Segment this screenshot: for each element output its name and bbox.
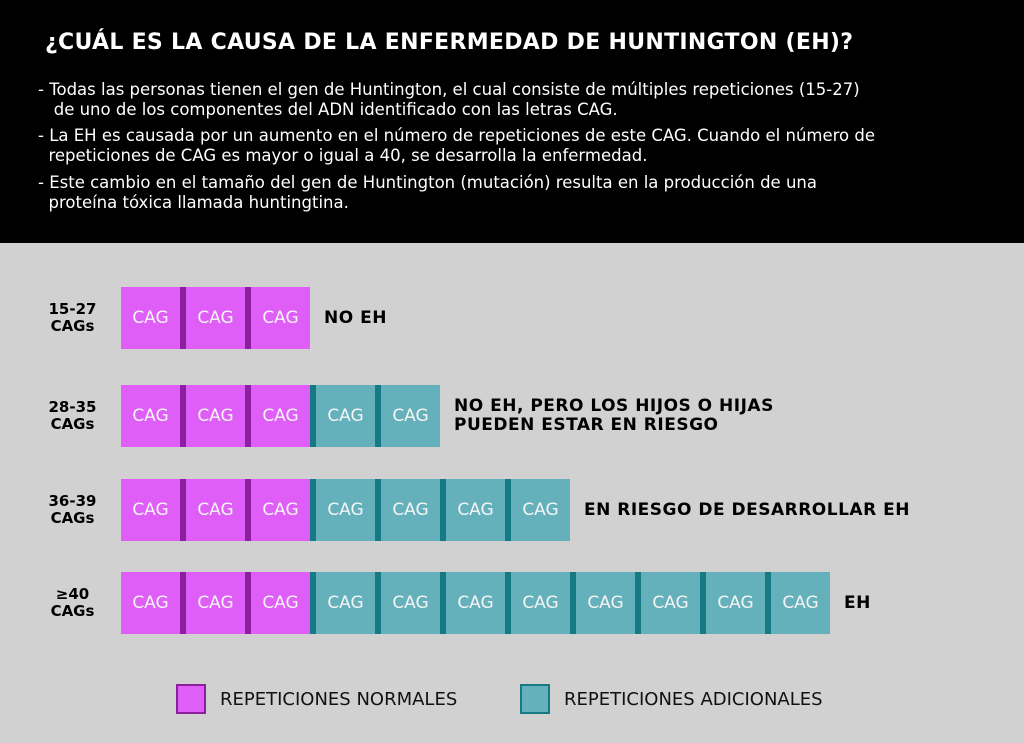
block-divider bbox=[440, 479, 446, 541]
block-divider bbox=[245, 572, 251, 634]
row-label: 15-27 CAGs bbox=[30, 301, 115, 335]
block-divider bbox=[310, 479, 316, 541]
bullet-2: - La EH es causada por un aumento en el … bbox=[38, 126, 876, 165]
cag-block-additional: CAG bbox=[316, 385, 375, 447]
row-unit: CAGs bbox=[50, 415, 95, 433]
row-label: ≥40 CAGs bbox=[30, 586, 115, 620]
row-description: EH bbox=[844, 572, 871, 634]
block-divider bbox=[375, 572, 381, 634]
row-unit: CAGs bbox=[50, 602, 95, 620]
cag-block-normal: CAG bbox=[251, 572, 310, 634]
block-divider bbox=[375, 385, 381, 447]
block-divider bbox=[245, 479, 251, 541]
cag-block-normal: CAG bbox=[251, 385, 310, 447]
row-description: NO EH, PERO LOS HIJOS O HIJAS PUEDEN ESTA… bbox=[454, 385, 774, 447]
header: ¿CUÁL ES LA CAUSA DE LA ENFERMEDAD DE HU… bbox=[0, 0, 1024, 243]
cag-block-normal: CAG bbox=[186, 287, 245, 349]
cag-blocks: CAG CAG CAG CAG CAG CAG CAG bbox=[121, 479, 570, 541]
block-divider bbox=[635, 572, 641, 634]
block-divider bbox=[570, 572, 576, 634]
cag-block-additional: CAG bbox=[381, 479, 440, 541]
description-line: PUEDEN ESTAR EN RIESGO bbox=[454, 415, 719, 435]
row-label: 28-35 CAGs bbox=[30, 399, 115, 433]
block-divider bbox=[505, 479, 511, 541]
block-divider bbox=[180, 287, 186, 349]
cag-block-additional: CAG bbox=[576, 572, 635, 634]
cag-blocks: CAG CAG CAG CAG CAG CAG CAG CAG CAG CAG CAG bbox=[121, 572, 830, 634]
block-divider bbox=[245, 287, 251, 349]
legend-additional: REPETICIONES ADICIONALES bbox=[520, 684, 823, 714]
block-divider bbox=[310, 385, 316, 447]
page-title: ¿CUÁL ES LA CAUSA DE LA ENFERMEDAD DE HU… bbox=[45, 30, 854, 55]
cag-block-normal: CAG bbox=[251, 479, 310, 541]
legend-normal-swatch bbox=[176, 684, 206, 714]
block-divider bbox=[180, 572, 186, 634]
legend-additional-label: REPETICIONES ADICIONALES bbox=[564, 688, 823, 710]
row-range: 28-35 bbox=[48, 398, 97, 416]
cag-block-additional: CAG bbox=[381, 572, 440, 634]
cag-block-additional: CAG bbox=[446, 479, 505, 541]
legend-additional-swatch bbox=[520, 684, 550, 714]
cag-block-normal: CAG bbox=[121, 572, 180, 634]
cag-blocks: CAG CAG CAG bbox=[121, 287, 310, 349]
legend-normal: REPETICIONES NORMALES bbox=[176, 684, 457, 714]
cag-block-additional: CAG bbox=[511, 479, 570, 541]
cag-block-normal: CAG bbox=[121, 479, 180, 541]
description-line: EN RIESGO DE DESARROLLAR EH bbox=[584, 499, 910, 520]
cag-block-additional: CAG bbox=[316, 572, 375, 634]
cag-row: 36-39 CAGs CAG CAG CAG CAG CAG CAG CAG EN RIESGO … bbox=[0, 479, 1024, 541]
block-divider bbox=[180, 479, 186, 541]
cag-row: 28-35 CAGs CAG CAG CAG CAG CAG NO EH, PERO LOS … bbox=[0, 385, 1024, 447]
cag-block-normal: CAG bbox=[186, 385, 245, 447]
cag-block-additional: CAG bbox=[771, 572, 830, 634]
row-description: NO EH bbox=[324, 287, 387, 349]
row-label: 36-39 CAGs bbox=[30, 493, 115, 527]
description-line: EH bbox=[844, 592, 871, 613]
block-divider bbox=[505, 572, 511, 634]
cag-row: 15-27 CAGs CAG CAG CAG NO EH bbox=[0, 287, 1024, 349]
bullet-3: - Este cambio en el tamaño del gen de Hu… bbox=[38, 173, 817, 212]
legend-normal-label: REPETICIONES NORMALES bbox=[220, 688, 458, 710]
bullet-1: - Todas las personas tienen el gen de Hu… bbox=[38, 80, 860, 119]
row-description: EN RIESGO DE DESARROLLAR EH bbox=[584, 479, 910, 541]
row-range: 15-27 bbox=[48, 300, 97, 318]
row-unit: CAGs bbox=[50, 509, 95, 527]
cag-block-additional: CAG bbox=[706, 572, 765, 634]
cag-blocks: CAG CAG CAG CAG CAG bbox=[121, 385, 440, 447]
cag-block-normal: CAG bbox=[121, 287, 180, 349]
cag-block-normal: CAG bbox=[121, 385, 180, 447]
block-divider bbox=[765, 572, 771, 634]
block-divider bbox=[375, 479, 381, 541]
cag-row: ≥40 CAGs CAG CAG CAG CAG CAG CAG CAG CAG CAG CAG CAG… bbox=[0, 572, 1024, 634]
cag-block-normal: CAG bbox=[186, 572, 245, 634]
cag-block-additional: CAG bbox=[381, 385, 440, 447]
cag-block-additional: CAG bbox=[511, 572, 570, 634]
block-divider bbox=[245, 385, 251, 447]
row-range: 36-39 bbox=[48, 492, 97, 510]
description-line: NO EH bbox=[324, 307, 387, 328]
block-divider bbox=[440, 572, 446, 634]
block-divider bbox=[700, 572, 706, 634]
row-unit: CAGs bbox=[50, 317, 95, 335]
cag-block-additional: CAG bbox=[446, 572, 505, 634]
block-divider bbox=[180, 385, 186, 447]
row-range: ≥40 bbox=[55, 585, 90, 603]
cag-block-additional: CAG bbox=[641, 572, 700, 634]
block-divider bbox=[310, 572, 316, 634]
cag-block-normal: CAG bbox=[251, 287, 310, 349]
cag-block-normal: CAG bbox=[186, 479, 245, 541]
description-line: NO EH, PERO LOS HIJOS O HIJAS bbox=[454, 396, 774, 416]
cag-block-additional: CAG bbox=[316, 479, 375, 541]
